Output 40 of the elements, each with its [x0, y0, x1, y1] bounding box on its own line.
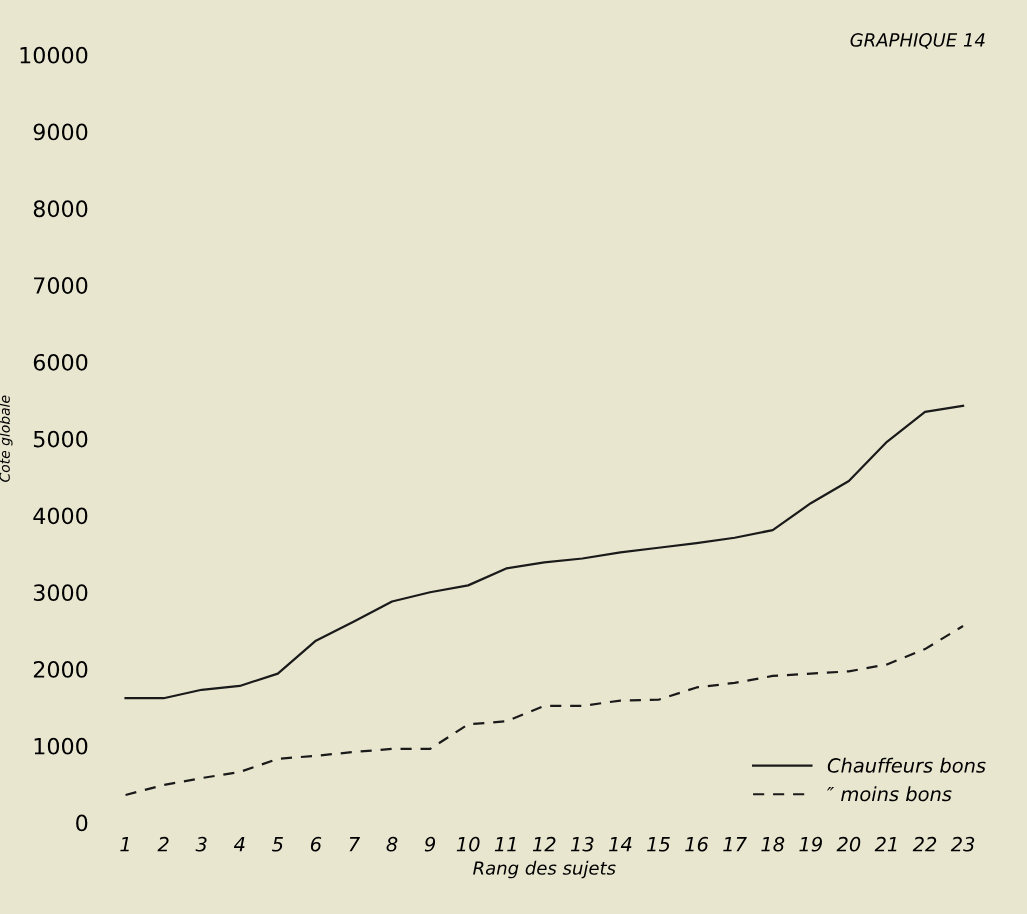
x-tick-label: 22: [912, 836, 937, 852]
x-tick-label: 9: [424, 836, 436, 852]
y-tick-label: 5000: [33, 430, 88, 448]
line-series: [124, 404, 965, 700]
x-tick-label: 5: [272, 837, 283, 852]
x-tick-label: 11: [494, 837, 516, 852]
y-tick-label: 0: [76, 814, 88, 832]
x-tick-label: 19: [799, 836, 822, 852]
y-tick-label: 2000: [33, 661, 88, 678]
x-tick-label: 7: [349, 837, 360, 852]
x-axis-title: Rang des sujets: [473, 860, 616, 879]
y-tick-label: 6000: [33, 353, 88, 371]
x-tick-label: 12: [532, 836, 556, 852]
x-tick-label: 2: [157, 836, 169, 852]
x-tick-label: 20: [836, 836, 861, 852]
x-tick-label: 3: [195, 836, 207, 852]
x-tick-label: 16: [685, 836, 709, 852]
y-tick-label: 1000: [34, 737, 88, 755]
x-tick-label: 6: [310, 836, 322, 852]
x-tick-label: 13: [570, 836, 594, 852]
x-tick-label: 1: [120, 837, 129, 852]
y-tick-label: 4000: [33, 507, 88, 525]
x-tick-label: 17: [723, 837, 747, 852]
chart-title: GRAPHIQUE 14: [850, 33, 985, 49]
legend-label: ″ moins bons: [827, 786, 952, 802]
legend-label: Chauffeurs bons: [827, 757, 986, 773]
x-tick-label: 18: [761, 836, 785, 852]
y-tick-label: 7000: [34, 277, 88, 294]
y-tick-label: 3000: [33, 584, 88, 602]
y-tick-label: 9000: [33, 123, 88, 141]
y-tick-label: 10000: [20, 46, 88, 64]
x-tick-label: 21: [874, 836, 897, 852]
x-tick-label: 14: [609, 837, 632, 852]
y-axis-title: Cote globale: [0, 395, 13, 482]
x-tick-label: 8: [386, 836, 398, 852]
x-tick-label: 4: [233, 837, 245, 852]
x-tick-label: 23: [950, 836, 975, 852]
x-tick-label: 15: [647, 837, 670, 852]
x-tick-label: 10: [456, 836, 480, 852]
y-tick-label: 8000: [33, 200, 88, 218]
